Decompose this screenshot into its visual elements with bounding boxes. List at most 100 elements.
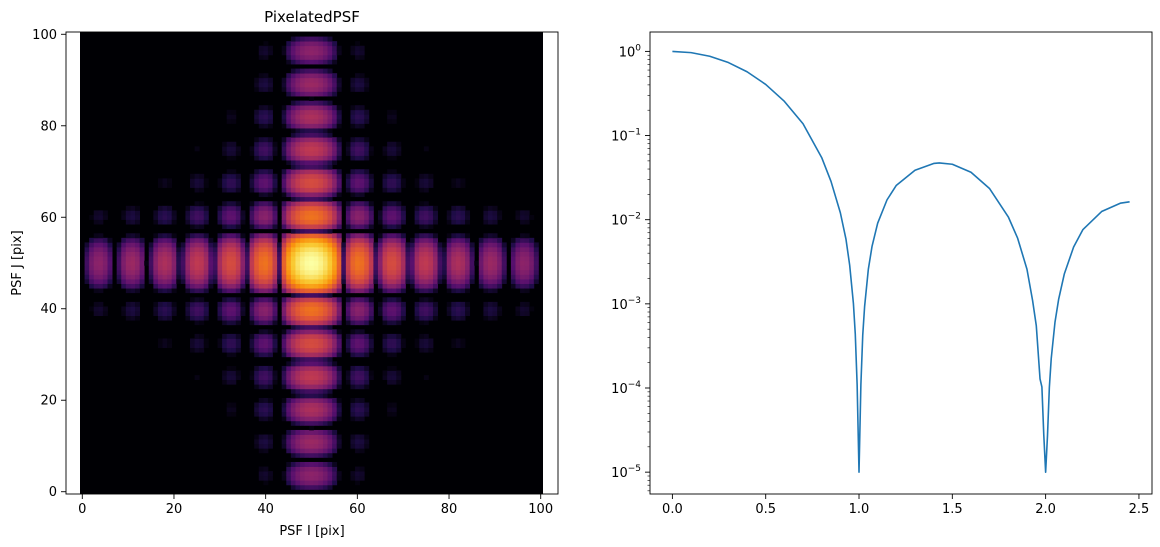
heatmap-cell bbox=[281, 155, 287, 161]
heatmap-cell bbox=[235, 201, 241, 207]
heatmap-cell bbox=[290, 393, 296, 399]
heatmap-cell bbox=[332, 91, 338, 97]
heatmap-cell bbox=[497, 279, 503, 284]
heatmap-cell bbox=[304, 429, 310, 435]
heatmap-cell bbox=[350, 416, 356, 422]
heatmap-cell bbox=[300, 182, 306, 188]
heatmap-cell bbox=[263, 178, 269, 184]
heatmap-cell bbox=[387, 407, 393, 413]
heatmap-cell bbox=[465, 311, 471, 316]
heatmap-cell bbox=[419, 201, 425, 207]
heatmap-cell bbox=[322, 109, 328, 115]
heatmap-cell bbox=[107, 242, 113, 248]
heatmap-cell bbox=[286, 155, 292, 161]
heatmap-cell bbox=[249, 205, 255, 211]
heatmap-cell bbox=[272, 315, 278, 321]
heatmap-cell bbox=[423, 242, 429, 248]
heatmap-cell bbox=[135, 246, 140, 252]
heatmap-cell bbox=[322, 370, 328, 376]
heatmap-cell bbox=[313, 36, 319, 42]
heatmap-cell bbox=[355, 365, 361, 371]
heatmap-cell bbox=[157, 251, 163, 257]
heatmap-cell bbox=[272, 320, 278, 326]
heatmap-cell bbox=[300, 407, 306, 413]
heatmap-cell bbox=[313, 219, 319, 225]
heatmap-cell bbox=[327, 274, 333, 280]
heatmap-cell bbox=[304, 201, 310, 207]
heatmap-cell bbox=[313, 41, 319, 47]
heatmap-cell bbox=[465, 301, 471, 307]
heatmap-cell bbox=[281, 77, 287, 83]
heatmap-cell bbox=[304, 292, 310, 298]
heatmap-cell bbox=[290, 343, 296, 349]
heatmap-cell bbox=[313, 315, 319, 321]
heatmap-cell bbox=[102, 237, 108, 243]
heatmap-cell bbox=[304, 251, 310, 257]
heatmap-cell bbox=[327, 196, 333, 202]
heatmap-cell bbox=[226, 237, 232, 243]
heatmap-cell bbox=[258, 279, 264, 284]
heatmap-cell bbox=[185, 242, 191, 248]
heatmap-cell bbox=[524, 219, 530, 225]
heatmap-cell bbox=[322, 68, 328, 74]
heatmap-cell bbox=[135, 233, 140, 239]
heatmap-cell bbox=[309, 100, 315, 106]
heatmap-cell bbox=[208, 237, 214, 243]
heatmap-x-tick-label: 100 bbox=[528, 502, 553, 517]
heatmap-cell bbox=[318, 164, 324, 170]
heatmap-cell bbox=[359, 411, 365, 417]
heatmap-cell bbox=[171, 301, 177, 307]
heatmap-cell bbox=[318, 242, 324, 248]
heatmap-cell bbox=[368, 265, 374, 271]
heatmap-cell bbox=[286, 265, 292, 271]
heatmap-cell bbox=[327, 361, 333, 367]
heatmap-cell bbox=[254, 77, 260, 83]
heatmap-cell bbox=[524, 269, 530, 275]
heatmap-cell bbox=[350, 137, 356, 143]
heatmap-cell bbox=[130, 288, 136, 294]
heatmap-cell bbox=[327, 320, 333, 326]
heatmap-cell bbox=[336, 416, 342, 422]
heatmap-cell bbox=[460, 260, 466, 266]
heatmap-cell bbox=[217, 251, 223, 257]
heatmap-cell bbox=[93, 288, 99, 294]
heatmap-cell bbox=[258, 407, 264, 413]
heatmap-cell bbox=[212, 269, 218, 275]
heatmap-cell bbox=[286, 434, 292, 440]
heatmap-cell bbox=[290, 288, 296, 294]
heatmap-cell bbox=[364, 411, 370, 417]
heatmap-cell bbox=[313, 132, 319, 138]
heatmap-cell bbox=[290, 68, 296, 74]
heatmap-cell bbox=[524, 311, 530, 316]
heatmap-cell bbox=[451, 338, 457, 344]
heatmap-cell bbox=[387, 260, 393, 266]
heatmap-cell bbox=[327, 311, 333, 316]
heatmap-cell bbox=[410, 265, 416, 271]
heatmap-cell bbox=[290, 416, 296, 422]
heatmap-cell bbox=[171, 210, 177, 216]
heatmap-cell bbox=[162, 205, 168, 211]
heatmap-cell bbox=[396, 246, 402, 252]
heatmap-cell bbox=[387, 242, 393, 248]
heatmap-cell bbox=[309, 301, 315, 307]
heatmap-cell bbox=[446, 260, 452, 266]
heatmap-cell bbox=[190, 265, 195, 271]
heatmap-cell bbox=[313, 224, 319, 230]
heatmap-cell bbox=[281, 246, 287, 252]
heatmap-cell bbox=[254, 86, 260, 92]
heatmap-cell bbox=[529, 306, 535, 312]
heatmap-cell bbox=[254, 146, 260, 152]
heatmap-cell bbox=[368, 146, 374, 152]
heatmap-cell bbox=[318, 196, 324, 202]
heatmap-cell bbox=[373, 260, 379, 266]
heatmap-cell bbox=[286, 407, 292, 413]
heatmap-cell bbox=[162, 251, 168, 257]
heatmap-cell bbox=[295, 320, 301, 326]
heatmap-cell bbox=[322, 73, 328, 79]
heatmap-cell bbox=[309, 96, 315, 102]
heatmap-cell bbox=[396, 375, 402, 381]
heatmap-cell bbox=[254, 297, 260, 303]
heatmap-cell bbox=[400, 178, 406, 184]
heatmap-cell bbox=[286, 150, 292, 156]
heatmap-cell bbox=[304, 68, 310, 74]
